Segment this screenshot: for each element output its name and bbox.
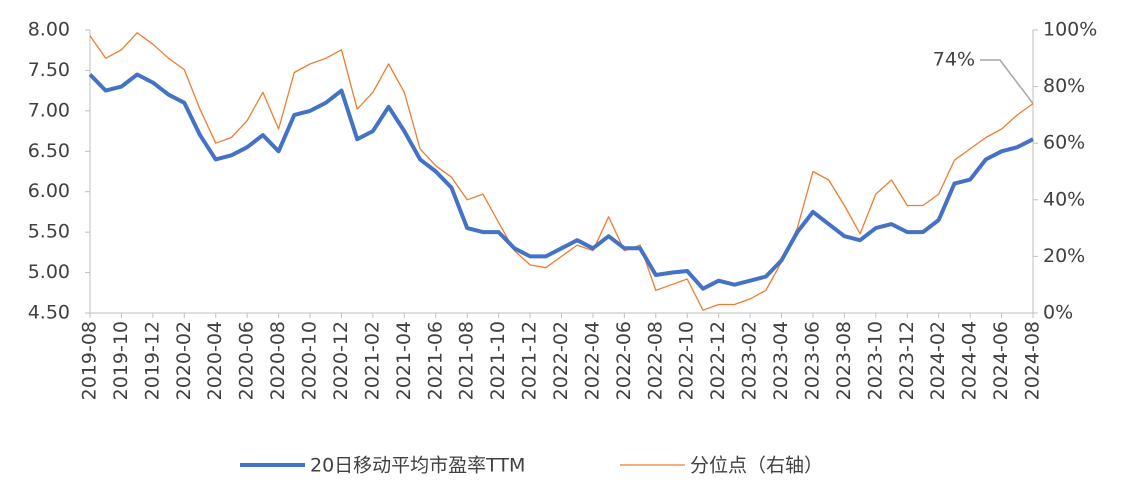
value-label: 74% <box>933 49 975 71</box>
x-tick-label: 2023-10 <box>864 321 886 400</box>
x-tick-label: 2024-04 <box>959 321 981 400</box>
x-tick-label: 2024-02 <box>927 321 949 400</box>
annotation-leader <box>980 59 1034 105</box>
y-tick-label: 4.50 <box>28 302 70 324</box>
y-tick-label: 6.50 <box>28 140 70 162</box>
x-tick-label: 2023-08 <box>833 321 855 400</box>
x-tick-label: 2020-06 <box>236 321 258 400</box>
x-tick-label: 2024-06 <box>990 321 1012 400</box>
x-tick-label: 2022-10 <box>676 321 698 400</box>
y-tick-label: 5.00 <box>28 261 70 283</box>
x-tick-label: 2021-04 <box>393 321 415 400</box>
x-tick-label: 2021-08 <box>456 321 478 400</box>
x-tick-label: 2022-04 <box>581 321 603 400</box>
x-tick-label: 2020-08 <box>267 321 289 400</box>
y-tick-label: 7.50 <box>28 59 70 81</box>
y2-tick-label: 0% <box>1043 302 1073 324</box>
y-tick-label: 7.00 <box>28 99 70 121</box>
x-tick-label: 2023-04 <box>770 321 792 400</box>
x-tick-label: 2019-08 <box>79 321 101 400</box>
x-tick-label: 2020-12 <box>330 321 352 400</box>
line-series <box>88 72 1034 291</box>
x-tick-label: 2020-02 <box>173 321 195 400</box>
legend-label: 20日移动平均市盈率TTM <box>310 455 525 477</box>
x-tick-label: 2023-06 <box>801 321 823 400</box>
x-tick-label: 2020-10 <box>299 321 321 400</box>
y2-tick-label: 20% <box>1043 245 1085 267</box>
y2-tick-label: 40% <box>1043 188 1085 210</box>
y2-tick-label: 60% <box>1043 132 1085 154</box>
x-tick-label: 2023-12 <box>896 321 918 400</box>
y-tick-label: 8.00 <box>28 19 70 41</box>
x-tick-label: 2024-08 <box>1022 321 1044 400</box>
x-tick-label: 2021-02 <box>361 321 383 400</box>
x-tick-label: 2021-06 <box>424 321 446 400</box>
line-series <box>89 32 1034 311</box>
x-tick-label: 2022-08 <box>644 321 666 400</box>
y2-tick-label: 80% <box>1043 75 1085 97</box>
x-tick-label: 2019-10 <box>110 321 132 400</box>
legend-label: 分位点（右轴） <box>690 455 823 477</box>
x-tick-label: 2021-12 <box>519 321 541 400</box>
x-tick-label: 2022-02 <box>550 321 572 400</box>
y-tick-label: 6.00 <box>28 180 70 202</box>
x-tick-label: 2023-02 <box>739 321 761 400</box>
x-tick-label: 2019-12 <box>141 321 163 400</box>
x-tick-label: 2022-06 <box>613 321 635 400</box>
x-tick-label: 2020-04 <box>204 321 226 400</box>
y-tick-label: 5.50 <box>28 221 70 243</box>
y2-tick-label: 100% <box>1043 19 1097 41</box>
x-tick-label: 2022-12 <box>707 321 729 400</box>
x-tick-label: 2021-10 <box>487 321 509 400</box>
